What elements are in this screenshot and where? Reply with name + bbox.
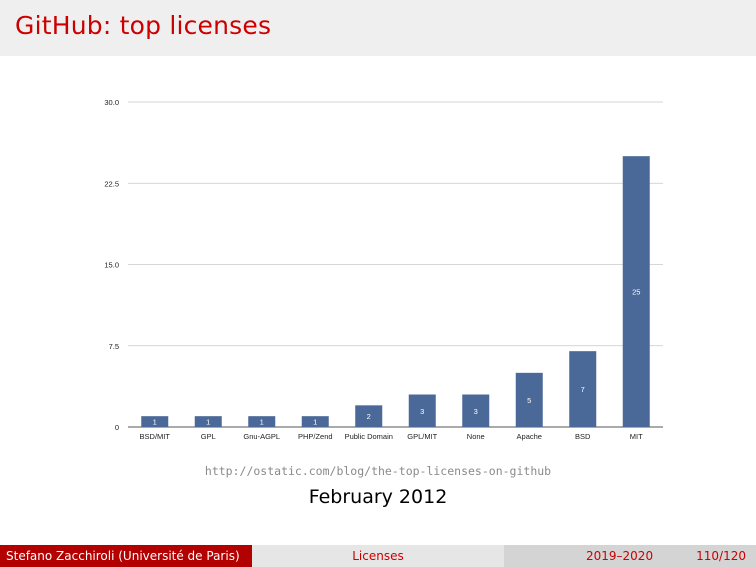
bar	[515, 372, 543, 427]
y-tick-label: 30.0	[104, 98, 119, 107]
x-tick-label: GPL	[201, 432, 216, 441]
data-label: 2	[367, 412, 371, 421]
x-tick-label: None	[467, 432, 485, 441]
x-tick-label: GPL/MIT	[407, 432, 437, 441]
footer-right-panel: 2019–2020 110/120	[504, 545, 756, 567]
slide-title: GitHub: top licenses	[15, 11, 272, 40]
y-tick-label: 22.5	[104, 179, 119, 188]
bar	[569, 351, 597, 427]
bar	[141, 416, 169, 427]
data-label: 25	[632, 288, 640, 297]
data-label: 3	[420, 407, 424, 416]
data-label: 1	[153, 418, 157, 427]
bar	[194, 416, 222, 427]
x-tick-label: MIT	[630, 432, 643, 441]
bar-chart: 0 7.5 15.0 22.5 30.0 1 BSD/MIT 1 GPL 1 Gnu-AGPL 1 P…	[104, 98, 663, 441]
data-label: 1	[206, 418, 210, 427]
bar	[408, 394, 436, 427]
data-label: 7	[581, 385, 585, 394]
footer-section: Licenses	[252, 545, 504, 567]
bar	[248, 416, 276, 427]
page-number: 110/120	[696, 549, 746, 563]
source-url: http://ostatic.com/blog/the-top-licenses…	[204, 464, 552, 478]
data-label: 5	[527, 396, 531, 405]
x-tick-label: BSD	[575, 432, 591, 441]
bar	[622, 156, 650, 427]
title-bar: GitHub: top licenses	[0, 0, 756, 56]
x-tick-label: PHP/Zend	[298, 432, 333, 441]
x-tick-label: BSD/MIT	[140, 432, 171, 441]
data-label: 1	[260, 418, 264, 427]
y-tick-label: 0	[115, 423, 119, 432]
footer-year: 2019–2020	[586, 549, 654, 563]
bar	[355, 405, 383, 427]
x-tick-label: Public Domain	[345, 432, 393, 441]
footer-author: Stefano Zacchiroli (Université de Paris)	[0, 545, 252, 567]
bar	[462, 394, 490, 427]
bar	[301, 416, 329, 427]
y-tick-label: 7.5	[109, 342, 119, 351]
x-tick-label: Gnu-AGPL	[243, 432, 280, 441]
y-tick-label: 15.0	[104, 261, 119, 270]
data-label: 3	[474, 407, 478, 416]
x-tick-label: Apache	[517, 432, 542, 441]
data-label: 1	[313, 418, 317, 427]
date-caption: February 2012	[308, 486, 448, 508]
footer-bar: Stefano Zacchiroli (Université de Paris)…	[0, 545, 756, 567]
